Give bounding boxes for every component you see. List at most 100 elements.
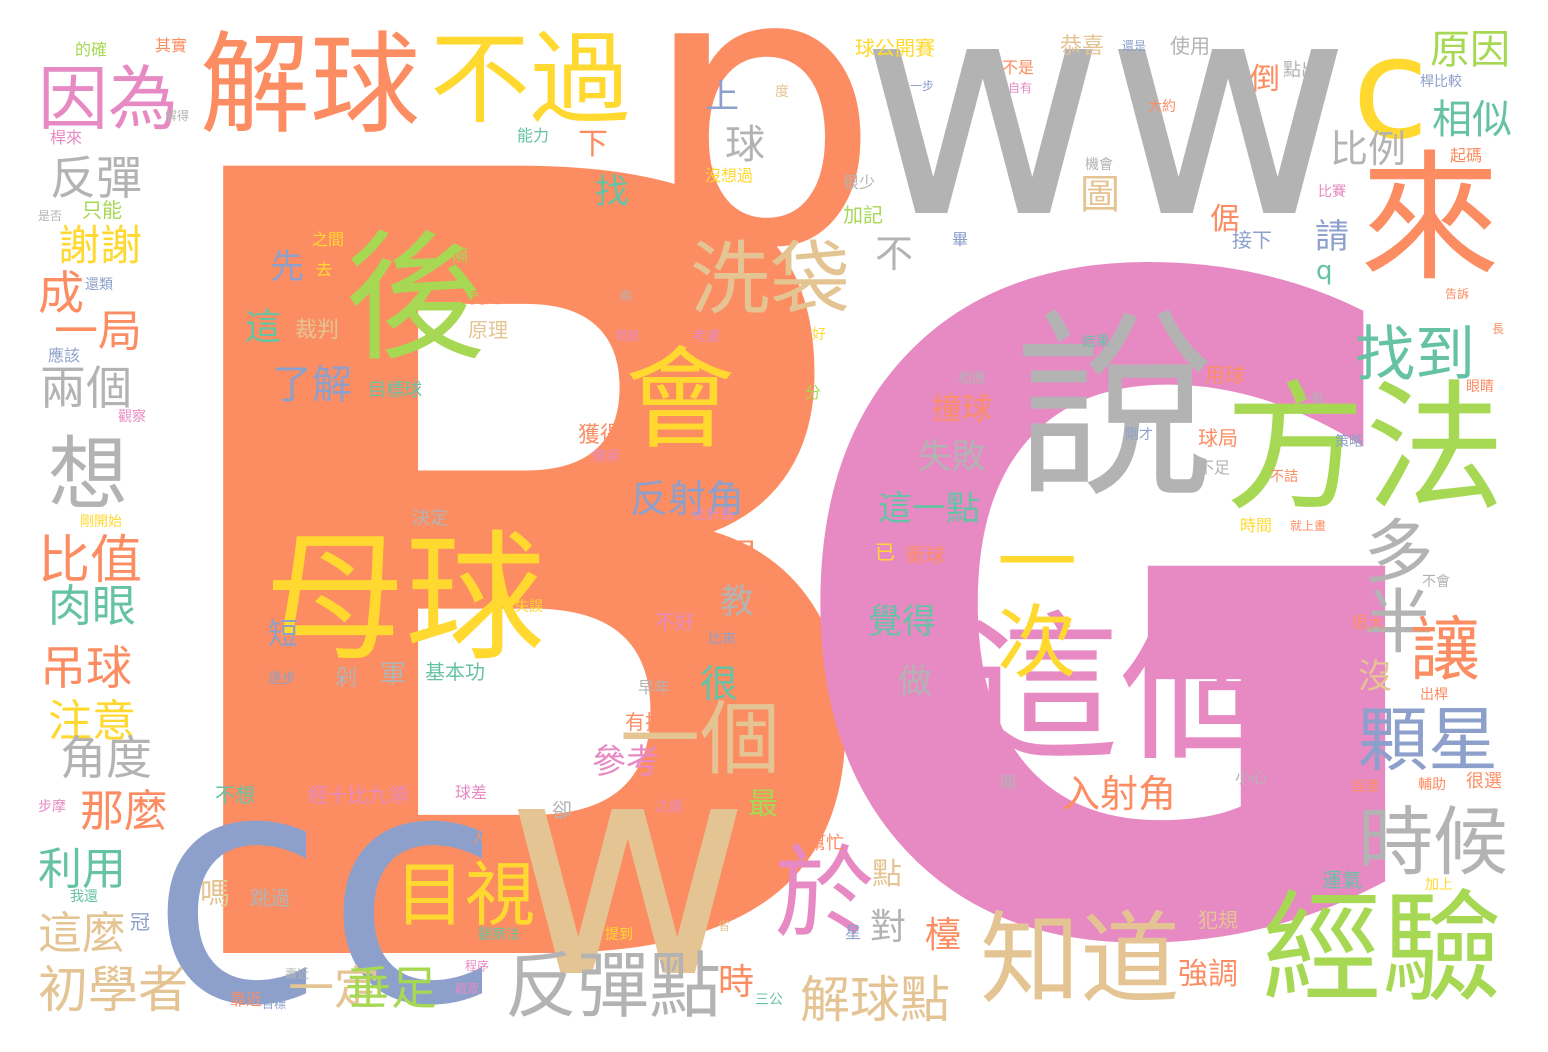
- word-yi: 已: [875, 540, 895, 564]
- word-gangcai: 剛才: [1125, 427, 1153, 443]
- word-jingyan: 經驗: [1262, 880, 1502, 1019]
- word-yinggai: 應該: [48, 346, 81, 365]
- word-mubiaoqiu: 目標球: [368, 380, 422, 401]
- word-bangmang: 幫忙: [808, 833, 844, 854]
- word-jijia: 加記: [843, 203, 883, 227]
- word-zhege: 這個: [960, 596, 1281, 783]
- word-zhubu: 逐步: [268, 671, 296, 687]
- word-mubiao: 目標: [262, 997, 287, 1011]
- word-shi: 時: [718, 962, 755, 1003]
- word-liang: 兩: [620, 289, 633, 303]
- word-gujichang: 估計長: [692, 507, 734, 523]
- word-zhineng: 只能: [82, 198, 122, 222]
- word-duishou: 對手: [650, 578, 690, 602]
- word-dajiu: 打球: [730, 437, 758, 453]
- word-shihou: 時候: [1358, 798, 1509, 886]
- word-zuo: 做: [898, 662, 932, 702]
- word-xiaogan: 剁桿: [688, 537, 756, 577]
- word-chuizu: 垂足: [345, 961, 437, 1015]
- word-dou: 都: [762, 342, 796, 382]
- word-bushi: 不是: [1002, 58, 1035, 77]
- word-youbawo: 有把握: [625, 710, 685, 734]
- word-fantandian: 反彈點: [505, 944, 722, 1028]
- word-qiangdiao: 強調: [1178, 957, 1238, 992]
- word-zhuoganzi: 著桿子: [235, 853, 284, 872]
- word-dui: 對: [870, 907, 907, 948]
- word-gan_bijiao: 桿比較: [1420, 74, 1462, 90]
- word-kaojin: 靠近: [230, 990, 263, 1009]
- word-shang: 上: [705, 77, 739, 117]
- word-buhao: 不好: [655, 610, 695, 634]
- word-w: w: [505, 695, 751, 1044]
- word-jiuhao: 九號: [255, 508, 295, 532]
- word-woyuan: 我還: [70, 889, 98, 905]
- word-xian: 先: [270, 247, 304, 287]
- word-zui: 最: [748, 787, 778, 822]
- word-zaonian: 早年: [638, 678, 671, 697]
- word-xiangying: 相應: [958, 371, 986, 387]
- word-tidao: 提到: [605, 927, 633, 943]
- word-fangfa: 方法: [1225, 368, 1506, 531]
- word-jibengong: 基本功: [425, 660, 485, 684]
- word-cankao: 參考: [592, 742, 660, 782]
- word-yanjing: 眼睛: [1466, 379, 1494, 395]
- word-xia: 下: [578, 127, 608, 162]
- word-qiuju: 球局: [1198, 426, 1238, 450]
- word-kandao: 看到: [645, 644, 673, 660]
- word-rusheshe: 入射角: [1062, 772, 1177, 816]
- word-jieqiudian: 解球點: [800, 971, 950, 1029]
- word-jijin: 壽近: [285, 967, 310, 981]
- word-qu: 去: [316, 260, 333, 279]
- word-buguo: 不過: [430, 21, 630, 138]
- word-luoyou: 略有: [900, 711, 928, 727]
- word-fen: 分: [805, 383, 822, 402]
- word-chuancheng: 傳承: [592, 449, 620, 465]
- word-jiao: 教: [720, 582, 754, 622]
- word-que: 卻: [552, 798, 572, 822]
- word-jiede: 解得: [165, 109, 190, 123]
- word-jiaodu: 角度: [60, 731, 152, 785]
- word-G: G: [780, 96, 1445, 1052]
- word-hui: 會: [625, 336, 735, 464]
- word-c: c: [1352, 8, 1429, 171]
- word-kaolu: 考慮: [692, 329, 720, 345]
- word-sheng: 省: [718, 919, 731, 933]
- word-fangui: 犯規: [1198, 908, 1238, 932]
- word-liyong: 利用: [38, 844, 126, 895]
- word-zhuyi: 注意: [48, 696, 136, 747]
- word-qishi: 其實: [155, 36, 188, 55]
- word-xianzhi: 限制: [662, 768, 695, 787]
- word-gongxi: 恭喜: [1060, 34, 1105, 59]
- word-guji: 估計: [765, 833, 798, 852]
- word-shifou: 是否: [38, 209, 63, 223]
- word-zhidao: 知道: [980, 901, 1180, 1018]
- word-xiang: 想: [48, 428, 128, 521]
- word-buhui: 不會: [1422, 574, 1450, 590]
- word-meixiangguo: 沒想過: [705, 166, 754, 185]
- word-yuanyin: 原因: [1430, 27, 1510, 73]
- word-qing: 請: [1315, 217, 1349, 257]
- word-rang: 讓: [1410, 609, 1480, 691]
- word-lai: 來: [1360, 138, 1501, 301]
- word-fuzhu: 輔助: [1418, 777, 1446, 793]
- word-haishi: 還是: [1122, 39, 1147, 53]
- word-duoban: 多半: [1352, 515, 1434, 655]
- word-qiugongkaisai: 球公開賽: [855, 36, 935, 60]
- word-caipan: 裁判: [295, 318, 340, 343]
- word-fansheshe: 反射角: [630, 477, 745, 521]
- word-ge: 隔: [452, 246, 469, 265]
- word-yici: 一次: [984, 520, 1077, 680]
- word-guan: 冠: [130, 910, 150, 934]
- word-wucha: 誤差: [1352, 779, 1380, 795]
- word-jiexia: 接下: [1232, 228, 1272, 252]
- word-huode: 獲得: [578, 423, 623, 448]
- word-yiding: 一定: [288, 961, 380, 1015]
- word-guancha: 觀察: [118, 409, 146, 425]
- word-tu: 圖: [1080, 172, 1120, 218]
- word-dayue: 大約: [1148, 99, 1176, 115]
- word-sangong: 三公: [755, 992, 783, 1008]
- word-henshao: 很少: [843, 173, 876, 192]
- word-diaoqiu: 吊球: [40, 641, 132, 695]
- word-wenti: 問題: [615, 329, 640, 343]
